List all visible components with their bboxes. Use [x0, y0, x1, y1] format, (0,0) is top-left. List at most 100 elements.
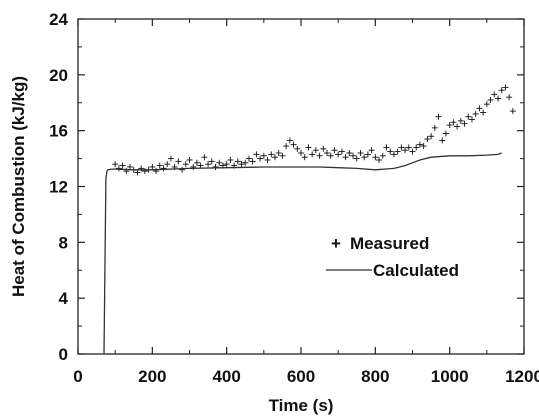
measured-point [294, 145, 301, 152]
measured-point [257, 155, 264, 162]
measured-point [138, 165, 145, 172]
measured-point [506, 94, 513, 101]
x-tick-label: 200 [138, 367, 166, 386]
measured-point [112, 161, 119, 168]
measured-point [357, 150, 364, 156]
y-axis-ticks: 0 4 8 12 16 20 24 [49, 10, 524, 364]
measured-point [208, 158, 215, 165]
measured-point [439, 137, 446, 144]
measured-point [309, 151, 316, 158]
measured-point [275, 150, 282, 156]
x-axis-title: Time (s) [269, 396, 334, 415]
measured-point [353, 155, 360, 162]
measured-point [390, 151, 397, 158]
measured-point [457, 117, 464, 124]
measured-point [316, 152, 323, 159]
measured-point [186, 156, 193, 163]
legend: + Measured Calculated [326, 234, 459, 280]
measured-point [312, 147, 319, 154]
measured-point [242, 159, 249, 166]
measured-point [119, 162, 126, 169]
measured-point [461, 120, 468, 127]
y-tick-label: 8 [59, 233, 68, 252]
measured-point [260, 152, 267, 159]
y-tick-label: 0 [59, 345, 68, 364]
measured-point [350, 152, 357, 159]
measured-point [212, 163, 219, 170]
measured-point [175, 158, 182, 165]
measured-point [483, 101, 490, 108]
measured-point [193, 159, 200, 166]
measured-point [283, 143, 290, 150]
measured-point [286, 137, 293, 144]
measured-point [264, 156, 271, 163]
measured-point [331, 147, 338, 154]
measured-point [134, 169, 141, 176]
measured-point [379, 152, 386, 159]
measured-point [498, 87, 505, 94]
measured-point [305, 144, 312, 151]
measured-point [468, 116, 475, 123]
measured-point [216, 159, 223, 166]
measured-point [164, 161, 171, 168]
measured-point [271, 154, 278, 161]
measured-point [405, 144, 412, 151]
measured-point [201, 154, 208, 161]
measured-point [268, 151, 275, 158]
measured-point [465, 113, 472, 120]
measured-point [223, 161, 230, 168]
measured-point [160, 165, 167, 172]
measured-point [450, 119, 457, 126]
measured-point [249, 158, 256, 165]
measured-point [298, 150, 304, 156]
measured-point [182, 161, 189, 168]
measured-point [420, 143, 427, 150]
y-tick-label: 12 [49, 178, 68, 197]
measured-point [205, 161, 212, 168]
measured-point [342, 154, 349, 161]
measured-point [141, 168, 148, 175]
calculated-line [103, 152, 502, 355]
measured-point [368, 147, 375, 154]
y-axis-title: Heat of Combustion (kJ/kg) [9, 76, 28, 297]
measured-point [320, 145, 327, 152]
measured-point [234, 158, 241, 165]
measured-point [394, 148, 401, 155]
measured-point [509, 108, 516, 115]
measured-point [127, 163, 134, 170]
measured-point [376, 156, 383, 163]
measured-point [338, 148, 345, 155]
y-tick-label: 20 [49, 66, 68, 85]
y-tick-label: 24 [49, 10, 68, 29]
measured-point [446, 122, 453, 129]
measured-point [424, 136, 431, 143]
measured-point [502, 84, 509, 91]
measured-point [480, 109, 487, 116]
legend-label-measured: Measured [350, 234, 429, 253]
measured-point [324, 150, 331, 156]
measured-point [454, 123, 461, 130]
measured-point [476, 105, 483, 112]
x-axis-ticks: 0 200 400 600 800 1000 1200 [73, 19, 539, 386]
x-tick-label: 600 [287, 367, 315, 386]
measured-point [301, 154, 308, 161]
measured-point [431, 124, 438, 131]
legend-label-calculated: Calculated [373, 261, 459, 280]
x-tick-label: 800 [361, 367, 389, 386]
measured-point [416, 141, 423, 148]
measured-point [253, 151, 260, 158]
y-tick-label: 4 [59, 289, 69, 308]
measured-point [372, 154, 379, 161]
measured-point [346, 150, 353, 156]
measured-point [279, 152, 286, 159]
y-tick-label: 16 [49, 122, 68, 141]
measured-point [115, 165, 122, 172]
x-tick-label: 1200 [505, 367, 539, 386]
measured-point [190, 163, 197, 170]
plot-area-frame [77, 18, 525, 355]
measured-point [409, 148, 416, 155]
x-tick-label: 400 [212, 367, 240, 386]
legend-measured-marker: + [331, 234, 341, 253]
measured-point [179, 166, 186, 173]
